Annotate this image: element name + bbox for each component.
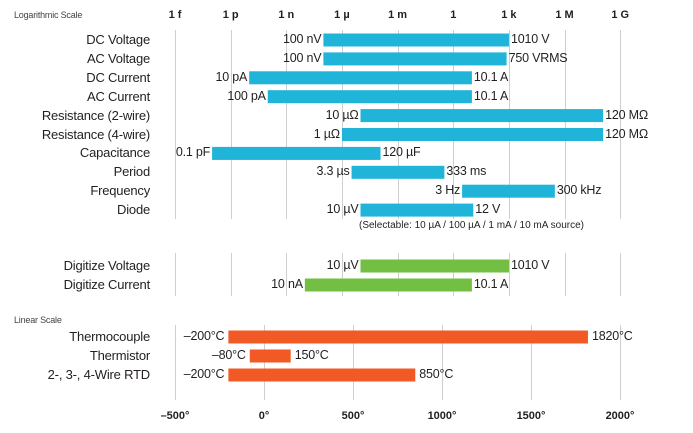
linear-tick-label: 1500°: [516, 410, 546, 422]
row-label: 2-, 3-, 4-Wire RTD: [47, 367, 151, 382]
range-bar: [323, 52, 507, 66]
row-label: Capacitance: [79, 145, 150, 161]
log-tick-label: 1 µ: [334, 9, 350, 21]
linear-tick-label: 2000°: [605, 410, 635, 422]
range-high-label: 1010 V: [510, 32, 550, 46]
range-high-label: 850°C: [419, 367, 454, 381]
row-label: Period: [113, 164, 151, 180]
range-bar: [351, 165, 445, 179]
range-high-label: 150°C: [294, 348, 329, 362]
log-tick-label: 1 G: [611, 9, 630, 21]
diode-annotation: (Selectable: 10 µA / 100 µA / 1 mA / 10 …: [359, 220, 584, 231]
linear-scale-title: Linear Scale: [14, 315, 62, 325]
linear-tick-label: –500°: [160, 410, 190, 422]
range-bar: [360, 259, 509, 273]
log-tick-label: 1 m: [388, 9, 408, 21]
range-bar: [360, 109, 604, 123]
range-high-label: 10.1 A: [473, 88, 509, 103]
range-low-label: –80°C: [211, 348, 246, 362]
range-bar: [228, 330, 588, 344]
range-high-label: 1010 V: [510, 258, 550, 272]
range-low-label: 10 µΩ: [325, 107, 359, 122]
range-bar: [249, 349, 291, 363]
log-tick-label: 1 M: [555, 9, 574, 21]
range-high-label: 120 MΩ: [605, 107, 648, 122]
log-tick-label: 1 p: [222, 9, 239, 21]
range-bar: [341, 128, 604, 141]
range-bar: [249, 71, 472, 85]
row-label: Resistance (2-wire): [41, 107, 150, 123]
range-bar: [304, 278, 472, 292]
range-high-label: 120 µF: [382, 145, 421, 160]
log-scale-title: Logarithmic Scale: [14, 10, 83, 20]
range-bar: [228, 368, 416, 382]
row-label: Thermistor: [89, 348, 150, 363]
range-high-label: 1820°C: [591, 329, 633, 343]
range-low-label: 10 µV: [326, 258, 359, 272]
range-high-label: 10.1 A: [473, 69, 509, 84]
log-tick-label: 1: [450, 9, 457, 21]
range-low-label: 10 µV: [326, 202, 359, 217]
range-low-label: 1 µΩ: [313, 126, 340, 141]
row-label: Frequency: [90, 183, 150, 199]
range-bar: [323, 33, 509, 47]
linear-tick-label: 500°: [341, 410, 365, 422]
log-tick-label: 1 f: [168, 9, 182, 21]
range-low-label: 3.3 µs: [316, 164, 350, 179]
row-label: AC Current: [86, 88, 150, 104]
row-label: DC Voltage: [86, 32, 150, 47]
linear-tick-label: 1000°: [427, 410, 457, 422]
row-label: Digitize Voltage: [63, 258, 151, 273]
row-label: Digitize Current: [63, 277, 151, 292]
range-bar: [462, 184, 555, 198]
range-high-label: 333 ms: [446, 164, 487, 179]
range-low-label: 0.1 pF: [175, 145, 211, 160]
row-label: Diode: [117, 202, 150, 218]
row-label: Resistance (4-wire): [41, 126, 150, 142]
row-label: AC Voltage: [86, 50, 150, 66]
row-label: DC Current: [86, 69, 150, 85]
range-low-label: 10 pA: [215, 69, 248, 84]
range-low-label: 100 nV: [282, 32, 322, 46]
range-high-label: 750 VRMS: [508, 50, 568, 65]
range-low-label: 3 Hz: [435, 183, 461, 198]
row-label: Thermocouple: [69, 329, 150, 344]
range-high-label: 300 kHz: [556, 183, 602, 198]
range-low-label: 10 nA: [271, 277, 303, 291]
range-bar: [360, 203, 474, 217]
range-low-label: 100 pA: [227, 88, 266, 103]
linear-tick-label: 0°: [258, 410, 270, 422]
log-tick-label: 1 k: [501, 9, 517, 21]
range-high-label: 120 MΩ: [605, 126, 648, 141]
range-high-label: 10.1 A: [473, 277, 509, 291]
range-low-label: 100 nV: [282, 50, 322, 65]
range-bar: [267, 90, 472, 104]
range-bar: [212, 146, 381, 160]
log-tick-label: 1 n: [278, 9, 295, 21]
range-high-label: 12 V: [475, 202, 501, 217]
range-low-label: –200°C: [183, 367, 225, 381]
range-low-label: –200°C: [183, 329, 225, 343]
